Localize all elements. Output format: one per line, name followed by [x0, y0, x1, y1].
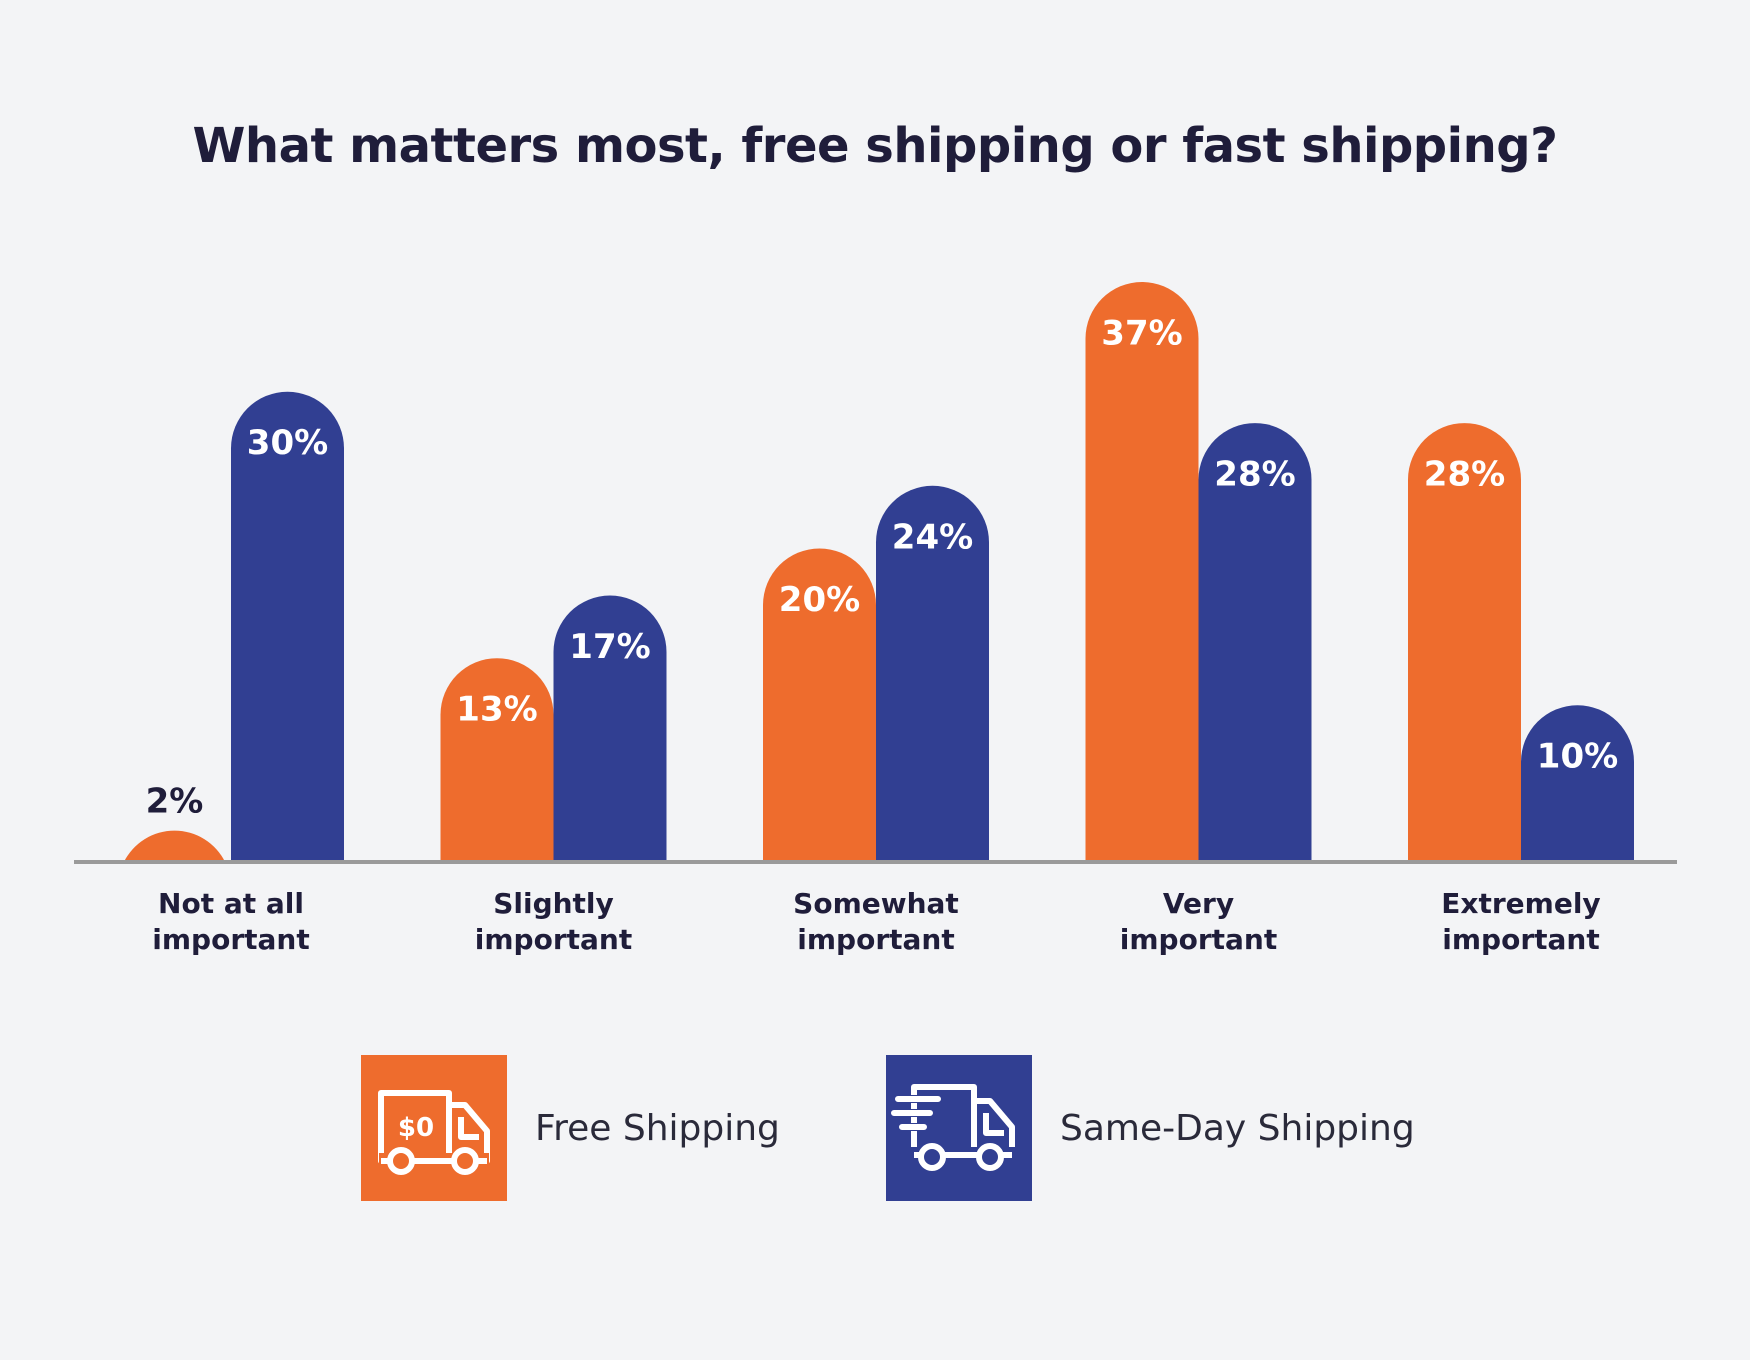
legend-label-same-day-shipping: Same-Day Shipping: [1060, 1107, 1415, 1149]
bar-free-shipping-slightly-important: [440, 658, 554, 862]
category-label-not-at-all-important: important: [152, 923, 309, 956]
data-label-same-day-shipping-not-at-all-important: 30%: [247, 423, 328, 463]
truck-dollar-icon: $0: [378, 1090, 490, 1175]
legend-item-same-day-shipping: Same-Day Shipping: [886, 1055, 1415, 1201]
category-label-somewhat-important: important: [797, 923, 954, 956]
legend-swatch-free-shipping: $0: [361, 1055, 507, 1201]
bar-free-shipping-not-at-all-important: [123, 830, 226, 862]
bar-chart: 2%30%Not at allimportant13%17%Slightlyim…: [74, 282, 1677, 956]
data-label-free-shipping-slightly-important: 13%: [456, 690, 537, 730]
truck-dollar-text: $0: [398, 1113, 434, 1143]
category-label-somewhat-important: Somewhat: [793, 887, 959, 920]
legend-swatch-same-day-shipping: [886, 1055, 1032, 1201]
category-label-very-important: Very: [1163, 887, 1234, 920]
data-label-free-shipping-somewhat-important: 20%: [779, 580, 860, 620]
data-label-free-shipping-not-at-all-important: 2%: [146, 782, 204, 822]
bar-free-shipping-very-important: [1085, 282, 1199, 862]
bar-same-day-shipping-somewhat-important: [876, 485, 989, 862]
legend-label-free-shipping: Free Shipping: [535, 1107, 780, 1149]
bar-free-shipping-somewhat-important: [763, 548, 876, 862]
bar-same-day-shipping-very-important: [1198, 423, 1312, 862]
fast-truck-icon: [891, 1084, 1016, 1171]
category-label-very-important: important: [1120, 923, 1277, 956]
data-label-same-day-shipping-somewhat-important: 24%: [892, 517, 973, 557]
category-label-not-at-all-important: Not at all: [158, 887, 304, 920]
bar-free-shipping-extremely-important: [1408, 423, 1521, 862]
data-label-free-shipping-very-important: 37%: [1101, 314, 1182, 354]
chart-title: What matters most, free shipping or fast…: [192, 118, 1558, 174]
data-label-same-day-shipping-slightly-important: 17%: [569, 627, 650, 667]
data-label-free-shipping-extremely-important: 28%: [1424, 455, 1505, 495]
bar-same-day-shipping-slightly-important: [553, 595, 667, 862]
category-label-slightly-important: Slightly: [493, 887, 614, 920]
data-label-same-day-shipping-very-important: 28%: [1214, 455, 1295, 495]
bar-same-day-shipping-not-at-all-important: [231, 391, 344, 862]
data-label-same-day-shipping-extremely-important: 10%: [1537, 737, 1618, 777]
category-label-extremely-important: Extremely: [1441, 887, 1600, 920]
category-label-slightly-important: important: [475, 923, 632, 956]
legend-item-free-shipping: $0 Free Shipping: [361, 1055, 780, 1201]
category-label-extremely-important: important: [1442, 923, 1599, 956]
bar-same-day-shipping-extremely-important: [1521, 705, 1634, 862]
